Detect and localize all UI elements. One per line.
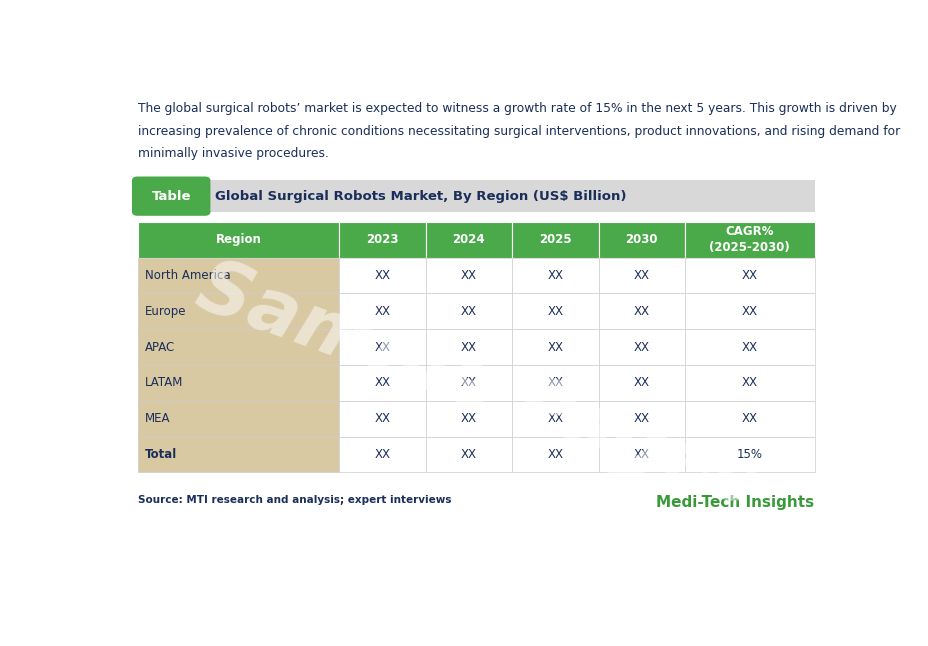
Text: XX: XX bbox=[741, 269, 757, 282]
Text: Source: MTI research and analysis; expert interviews: Source: MTI research and analysis; exper… bbox=[137, 495, 451, 505]
Text: 2030: 2030 bbox=[625, 233, 657, 246]
FancyBboxPatch shape bbox=[684, 222, 814, 258]
FancyBboxPatch shape bbox=[339, 258, 425, 293]
Text: Global Surgical Robots Market, By Region (US$ Billion): Global Surgical Robots Market, By Region… bbox=[215, 190, 626, 203]
Text: North America: North America bbox=[145, 269, 230, 282]
FancyBboxPatch shape bbox=[425, 329, 511, 365]
FancyBboxPatch shape bbox=[339, 222, 425, 258]
FancyBboxPatch shape bbox=[511, 365, 598, 401]
FancyBboxPatch shape bbox=[425, 401, 511, 437]
FancyBboxPatch shape bbox=[425, 293, 511, 329]
FancyBboxPatch shape bbox=[425, 258, 511, 293]
FancyBboxPatch shape bbox=[598, 329, 684, 365]
Text: 2025: 2025 bbox=[538, 233, 571, 246]
FancyBboxPatch shape bbox=[598, 401, 684, 437]
Text: APAC: APAC bbox=[145, 340, 175, 353]
FancyBboxPatch shape bbox=[511, 293, 598, 329]
FancyBboxPatch shape bbox=[511, 401, 598, 437]
FancyBboxPatch shape bbox=[425, 365, 511, 401]
FancyBboxPatch shape bbox=[598, 437, 684, 472]
FancyBboxPatch shape bbox=[684, 437, 814, 472]
Text: XX: XX bbox=[633, 448, 649, 461]
Text: XX: XX bbox=[460, 412, 476, 425]
FancyBboxPatch shape bbox=[137, 401, 339, 437]
FancyBboxPatch shape bbox=[684, 258, 814, 293]
Text: XX: XX bbox=[547, 340, 562, 353]
FancyBboxPatch shape bbox=[511, 437, 598, 472]
Text: XX: XX bbox=[741, 412, 757, 425]
FancyBboxPatch shape bbox=[511, 258, 598, 293]
Text: XX: XX bbox=[460, 269, 476, 282]
FancyBboxPatch shape bbox=[598, 258, 684, 293]
Text: increasing prevalence of chronic conditions necessitating surgical interventions: increasing prevalence of chronic conditi… bbox=[137, 125, 899, 138]
FancyBboxPatch shape bbox=[339, 437, 425, 472]
Text: XX: XX bbox=[633, 305, 649, 318]
FancyBboxPatch shape bbox=[684, 365, 814, 401]
FancyBboxPatch shape bbox=[132, 176, 211, 216]
Text: XX: XX bbox=[374, 377, 390, 390]
FancyBboxPatch shape bbox=[598, 293, 684, 329]
Text: MEA: MEA bbox=[145, 412, 170, 425]
FancyBboxPatch shape bbox=[598, 365, 684, 401]
FancyBboxPatch shape bbox=[137, 293, 339, 329]
FancyBboxPatch shape bbox=[339, 329, 425, 365]
Text: Medi-Tech Insights: Medi-Tech Insights bbox=[656, 495, 814, 510]
Text: XX: XX bbox=[633, 412, 649, 425]
Text: XX: XX bbox=[460, 377, 476, 390]
Text: XX: XX bbox=[374, 340, 390, 353]
FancyBboxPatch shape bbox=[684, 401, 814, 437]
Text: XX: XX bbox=[547, 448, 562, 461]
FancyBboxPatch shape bbox=[511, 329, 598, 365]
Text: 15%: 15% bbox=[736, 448, 762, 461]
Text: XX: XX bbox=[547, 412, 562, 425]
FancyBboxPatch shape bbox=[137, 365, 339, 401]
Text: 2023: 2023 bbox=[366, 233, 398, 246]
Text: XX: XX bbox=[460, 448, 476, 461]
Text: Total: Total bbox=[145, 448, 177, 461]
Text: XX: XX bbox=[374, 412, 390, 425]
FancyBboxPatch shape bbox=[339, 293, 425, 329]
Text: Sample Pages: Sample Pages bbox=[187, 251, 765, 521]
Text: XX: XX bbox=[741, 377, 757, 390]
FancyBboxPatch shape bbox=[137, 258, 339, 293]
Text: XX: XX bbox=[633, 269, 649, 282]
FancyBboxPatch shape bbox=[137, 180, 814, 212]
Text: XX: XX bbox=[547, 377, 562, 390]
Text: XX: XX bbox=[374, 305, 390, 318]
Text: XX: XX bbox=[633, 340, 649, 353]
Text: Table: Table bbox=[151, 190, 191, 203]
Text: XX: XX bbox=[741, 305, 757, 318]
Text: Region: Region bbox=[215, 233, 261, 246]
Text: CAGR%
(2025-2030): CAGR% (2025-2030) bbox=[709, 225, 789, 254]
Text: The global surgical robots’ market is expected to witness a growth rate of 15% i: The global surgical robots’ market is ex… bbox=[137, 103, 896, 116]
Text: XX: XX bbox=[547, 305, 562, 318]
FancyBboxPatch shape bbox=[425, 437, 511, 472]
FancyBboxPatch shape bbox=[137, 329, 339, 365]
FancyBboxPatch shape bbox=[339, 365, 425, 401]
Text: XX: XX bbox=[460, 305, 476, 318]
FancyBboxPatch shape bbox=[339, 401, 425, 437]
FancyBboxPatch shape bbox=[684, 293, 814, 329]
Text: LATAM: LATAM bbox=[145, 377, 183, 390]
FancyBboxPatch shape bbox=[137, 222, 339, 258]
Text: XX: XX bbox=[741, 340, 757, 353]
Text: Europe: Europe bbox=[145, 305, 187, 318]
Text: 2024: 2024 bbox=[452, 233, 484, 246]
FancyBboxPatch shape bbox=[598, 222, 684, 258]
Text: XX: XX bbox=[374, 269, 390, 282]
FancyBboxPatch shape bbox=[137, 437, 339, 472]
FancyBboxPatch shape bbox=[684, 329, 814, 365]
FancyBboxPatch shape bbox=[511, 222, 598, 258]
Text: XX: XX bbox=[547, 269, 562, 282]
Text: XX: XX bbox=[633, 377, 649, 390]
Text: minimally invasive procedures.: minimally invasive procedures. bbox=[137, 147, 329, 160]
FancyBboxPatch shape bbox=[425, 222, 511, 258]
Text: XX: XX bbox=[460, 340, 476, 353]
Text: XX: XX bbox=[374, 448, 390, 461]
